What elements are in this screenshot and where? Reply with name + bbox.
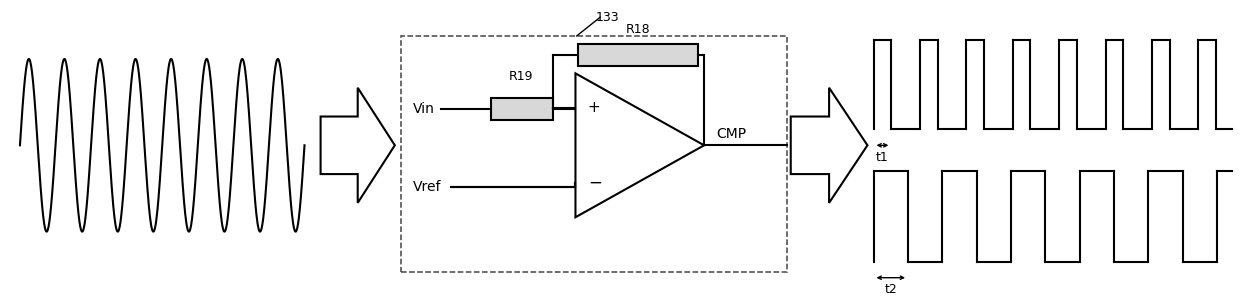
Text: t2: t2: [884, 283, 898, 297]
Text: t1: t1: [877, 151, 889, 164]
Text: Vin: Vin: [413, 102, 435, 116]
Bar: [578, 44, 698, 65]
Text: 133: 133: [595, 11, 620, 25]
Text: −: −: [588, 174, 601, 192]
Text: CMP: CMP: [717, 127, 746, 141]
Text: R18: R18: [626, 23, 650, 36]
Bar: [491, 98, 553, 120]
Text: Vref: Vref: [413, 180, 441, 194]
Text: R19: R19: [508, 71, 533, 83]
Text: +: +: [588, 100, 600, 115]
